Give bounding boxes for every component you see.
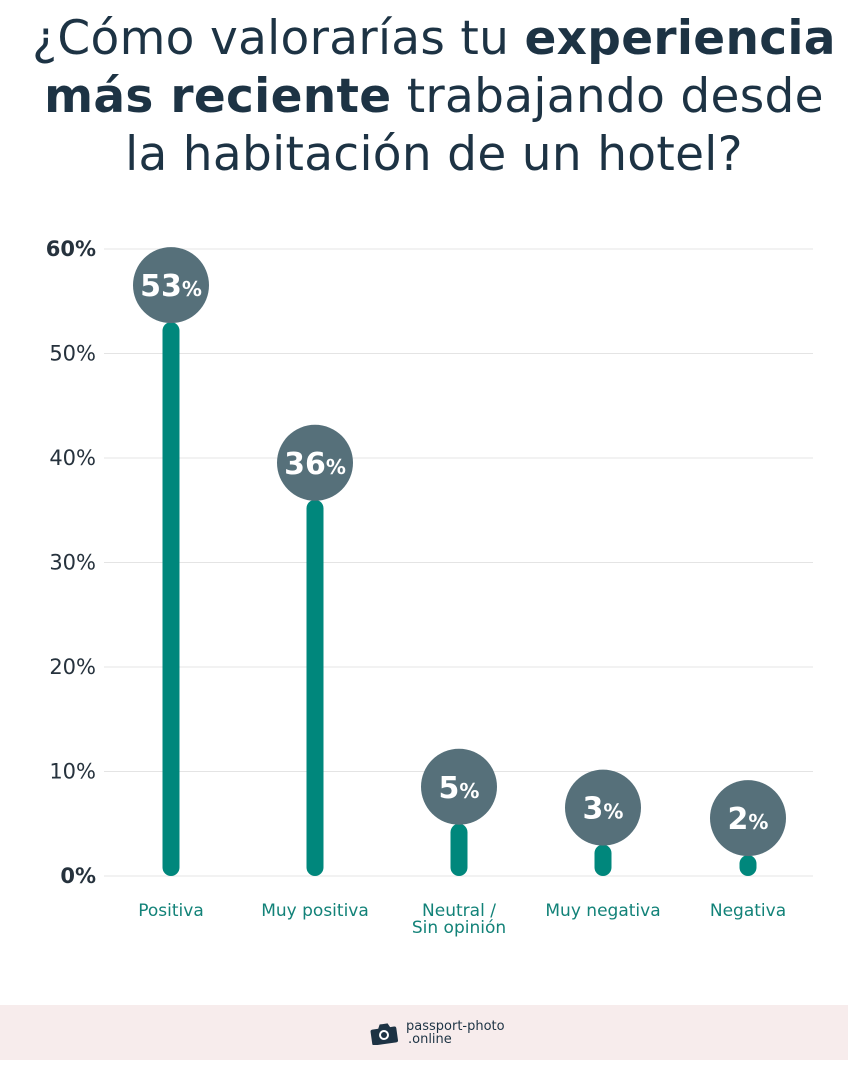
y-tick-label: 30% — [49, 551, 96, 575]
category-label: Muy negativa — [545, 901, 660, 921]
brand-logo[interactable]: passport-photo .online — [370, 1020, 505, 1046]
category-label: Positiva — [138, 901, 204, 921]
value-bubble — [277, 424, 353, 501]
y-tick-label: 60% — [46, 237, 96, 261]
y-tick-label: 50% — [49, 342, 96, 366]
bar — [450, 823, 468, 876]
title-part-2: trabajando desde la habitación de un hot… — [125, 69, 824, 182]
y-tick-label: 40% — [49, 446, 96, 470]
title-emphasis: experiencia más reciente — [44, 11, 836, 124]
y-tick-label: 20% — [49, 655, 96, 679]
bar — [162, 322, 180, 876]
value-bubble — [565, 769, 641, 846]
value-bubble — [710, 780, 786, 857]
brand-line-1: passport-photo — [406, 1019, 505, 1034]
data-label: 5% — [439, 771, 480, 806]
y-tick-label: 10% — [49, 760, 96, 784]
y-tick-label: 0% — [60, 864, 96, 888]
category-label: Neutral / Sin opinión — [412, 901, 506, 938]
bar — [306, 499, 324, 876]
chart-title: ¿Cómo valorarías tu experiencia más reci… — [24, 10, 844, 184]
value-bubble — [133, 247, 209, 324]
bar — [739, 855, 757, 876]
brand-line-2: .online — [408, 1032, 452, 1047]
category-label: Muy positiva — [261, 901, 369, 921]
data-label: 53% — [140, 269, 202, 304]
value-bubble — [421, 748, 497, 825]
category-label: Negativa — [710, 901, 786, 921]
footer: passport-photo .online — [0, 1005, 848, 1060]
title-part-1: ¿Cómo valorarías tu — [32, 11, 525, 66]
camera-icon — [370, 1023, 398, 1045]
bar — [594, 844, 612, 876]
